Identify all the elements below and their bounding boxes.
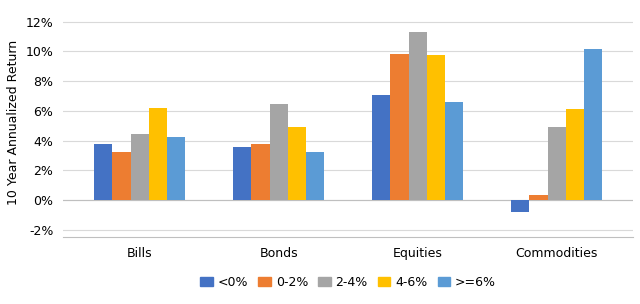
Bar	[445, 102, 463, 200]
Bar	[306, 153, 324, 200]
Bar	[584, 49, 602, 200]
Y-axis label: 10 Year Annualized Return: 10 Year Annualized Return	[7, 40, 20, 205]
Bar	[548, 127, 566, 200]
Bar	[113, 152, 131, 200]
Bar	[252, 143, 269, 200]
Bar	[390, 54, 408, 200]
Bar	[166, 137, 185, 200]
Bar	[287, 127, 306, 200]
Bar	[372, 95, 390, 200]
Bar	[566, 109, 584, 200]
Bar	[511, 200, 529, 212]
Legend: <0%, 0-2%, 2-4%, 4-6%, >=6%: <0%, 0-2%, 2-4%, 4-6%, >=6%	[195, 271, 501, 294]
Bar	[427, 55, 445, 200]
Bar	[408, 32, 427, 200]
Bar	[234, 147, 252, 200]
Bar	[529, 195, 548, 200]
Bar	[94, 143, 113, 200]
Bar	[148, 108, 166, 200]
Bar	[131, 134, 148, 200]
Bar	[269, 104, 287, 200]
